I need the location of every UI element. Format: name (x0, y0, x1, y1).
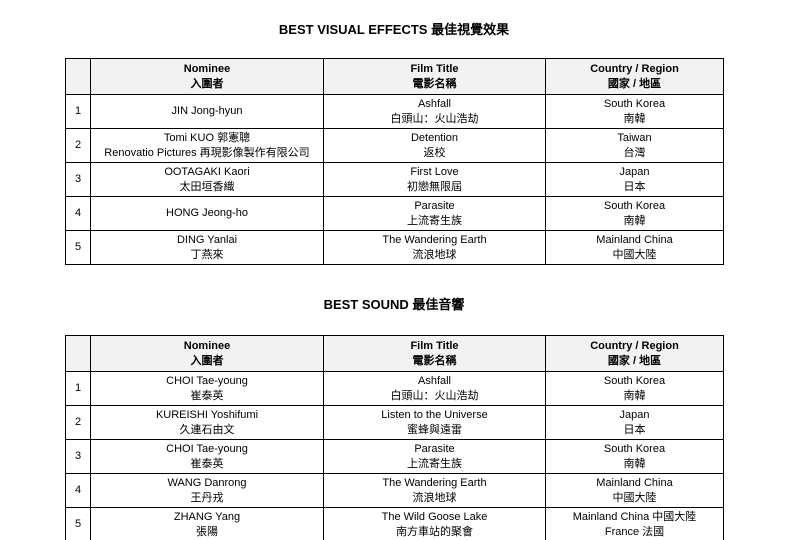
header-row: Nominee 入圍者 Film Title 電影名稱 Country / Re… (65, 58, 724, 95)
nominee-cell: CHOI Tae-young 崔泰英 (90, 371, 324, 406)
section-title-best-sound: BEST SOUND 最佳音響 (323, 297, 465, 312)
country-cell: Mainland China 中國大陸 (545, 473, 724, 508)
row-number-cell: 1 (65, 94, 91, 129)
film-title-cell: Ashfall 白頭山：火山浩劫 (323, 94, 546, 129)
col-film-title-header: Film Title 電影名稱 (323, 335, 546, 372)
country-cell: Japan 日本 (545, 405, 724, 440)
table-row: 2 KUREISHI Yoshifumi 久連石由文 Listen to the… (65, 405, 724, 440)
film-title-cell: Detention 返校 (323, 128, 546, 163)
row-number-cell: 3 (65, 439, 91, 474)
best-sound-table: Nominee 入圍者 Film Title 電影名稱 Country / Re… (65, 335, 724, 540)
col-country-header: Country / Region 國家 / 地區 (545, 58, 724, 95)
table-row: 3 CHOI Tae-young 崔泰英 Parasite 上流寄生族 Sout… (65, 439, 724, 474)
country-cell: Japan 日本 (545, 162, 724, 197)
table-row: 1 JIN Jong-hyun Ashfall 白頭山：火山浩劫 South K… (65, 94, 724, 129)
nominee-cell: ZHANG Yang 張陽 (90, 507, 324, 540)
nominee-cell: DING Yanlai 丁燕來 (90, 230, 324, 265)
col-country-header: Country / Region 國家 / 地區 (545, 335, 724, 372)
table-row: 3 OOTAGAKI Kaori 太田垣香織 First Love 初戀無限屆 … (65, 162, 724, 197)
film-title-cell: First Love 初戀無限屆 (323, 162, 546, 197)
nominee-cell: OOTAGAKI Kaori 太田垣香織 (90, 162, 324, 197)
col-number-header (65, 335, 91, 372)
country-cell: South Korea 南韓 (545, 94, 724, 129)
row-number-cell: 4 (65, 196, 91, 231)
nominee-cell: CHOI Tae-young 崔泰英 (90, 439, 324, 474)
row-number-cell: 2 (65, 405, 91, 440)
film-title-cell: Ashfall 白頭山：火山浩劫 (323, 371, 546, 406)
country-cell: Mainland China 中國大陸 France 法國 (545, 507, 724, 540)
film-title-cell: Listen to the Universe 蜜蜂與遠雷 (323, 405, 546, 440)
col-number-header (65, 58, 91, 95)
table-row: 5 DING Yanlai 丁燕來 The Wandering Earth 流浪… (65, 230, 724, 265)
country-cell: South Korea 南韓 (545, 371, 724, 406)
row-number-cell: 3 (65, 162, 91, 197)
film-title-cell: The Wandering Earth 流浪地球 (323, 473, 546, 508)
row-number-cell: 2 (65, 128, 91, 163)
row-number-cell: 5 (65, 507, 91, 540)
table-row: 5 ZHANG Yang 張陽 The Wild Goose Lake 南方車站… (65, 507, 724, 540)
row-number-cell: 1 (65, 371, 91, 406)
country-cell: Taiwan 台灣 (545, 128, 724, 163)
col-nominee-header: Nominee 入圍者 (90, 58, 324, 95)
nominee-cell: JIN Jong-hyun (90, 94, 324, 129)
table-row: 2 Tomi KUO 郭憲聰 Renovatio Pictures 再現影像製作… (65, 128, 724, 163)
film-title-cell: The Wandering Earth 流浪地球 (323, 230, 546, 265)
table-row: 4 WANG Danrong 王丹戎 The Wandering Earth 流… (65, 473, 724, 508)
nominee-cell: KUREISHI Yoshifumi 久連石由文 (90, 405, 324, 440)
best-visual-effects-table: Nominee 入圍者 Film Title 電影名稱 Country / Re… (65, 58, 724, 265)
row-number-cell: 4 (65, 473, 91, 508)
nominee-cell: WANG Danrong 王丹戎 (90, 473, 324, 508)
col-film-title-header: Film Title 電影名稱 (323, 58, 546, 95)
country-cell: Mainland China 中國大陸 (545, 230, 724, 265)
country-cell: South Korea 南韓 (545, 196, 724, 231)
nominee-cell: HONG Jeong-ho (90, 196, 324, 231)
film-title-cell: The Wild Goose Lake 南方車站的聚會 (323, 507, 546, 540)
col-nominee-header: Nominee 入圍者 (90, 335, 324, 372)
table-row: 4 HONG Jeong-ho Parasite 上流寄生族 South Kor… (65, 196, 724, 231)
film-title-cell: Parasite 上流寄生族 (323, 439, 546, 474)
table-row: 1 CHOI Tae-young 崔泰英 Ashfall 白頭山：火山浩劫 So… (65, 371, 724, 406)
country-cell: South Korea 南韓 (545, 439, 724, 474)
nominee-cell: Tomi KUO 郭憲聰 Renovatio Pictures 再現影像製作有限… (90, 128, 324, 163)
row-number-cell: 5 (65, 230, 91, 265)
header-row: Nominee 入圍者 Film Title 電影名稱 Country / Re… (65, 335, 724, 372)
film-title-cell: Parasite 上流寄生族 (323, 196, 546, 231)
section-title-best-visual-effects: BEST VISUAL EFFECTS 最佳視覺效果 (278, 22, 510, 37)
